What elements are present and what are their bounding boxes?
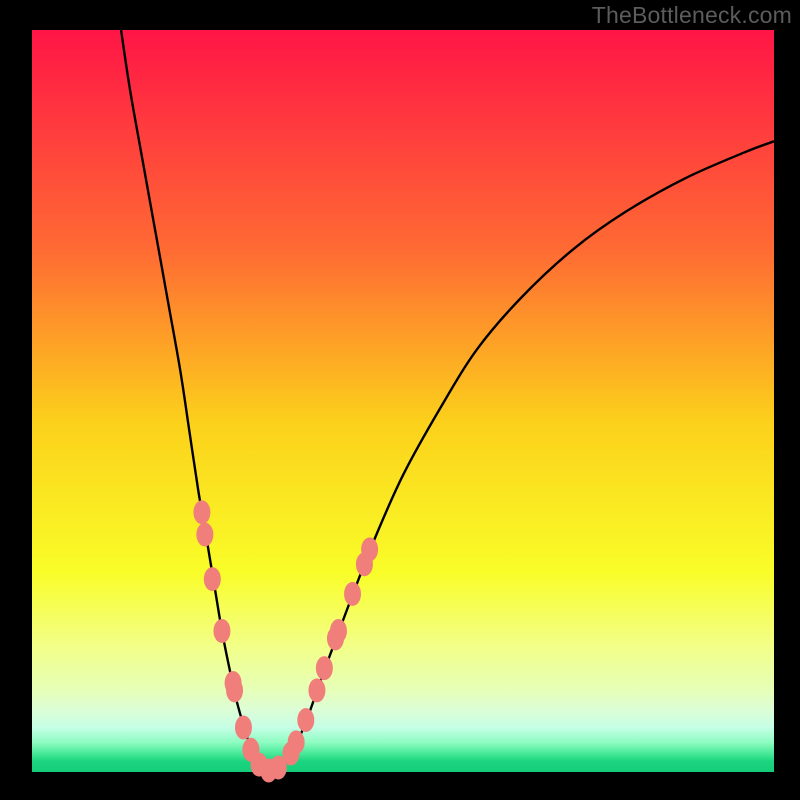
marker-point (288, 730, 305, 754)
watermark-label: TheBottleneck.com (592, 2, 792, 29)
marker-point (204, 567, 221, 591)
marker-point (235, 715, 252, 739)
marker-point (196, 523, 213, 547)
marker-point (361, 537, 378, 561)
gradient-background (32, 30, 774, 772)
marker-point (308, 678, 325, 702)
marker-point (226, 678, 243, 702)
marker-point (193, 500, 210, 524)
marker-point (213, 619, 230, 643)
chart-frame: TheBottleneck.com (0, 0, 800, 800)
bottleneck-chart (0, 0, 800, 800)
marker-point (316, 656, 333, 680)
marker-point (344, 582, 361, 606)
marker-point (297, 708, 314, 732)
marker-point (330, 619, 347, 643)
